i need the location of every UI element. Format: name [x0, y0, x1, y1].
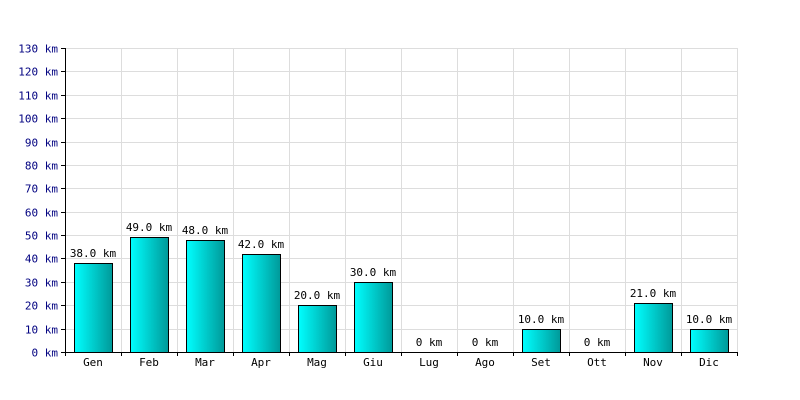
- x-tick-label-ott: Ott: [587, 356, 607, 369]
- axes: [65, 48, 738, 353]
- bar-apr: [242, 254, 281, 353]
- x-tick-label-nov: Nov: [643, 356, 663, 369]
- data-label-ago: 0 km: [472, 336, 499, 349]
- y-tick-label: 120 km: [18, 66, 58, 79]
- data-label-mag: 20.0 km: [294, 289, 341, 302]
- data-label-feb: 49.0 km: [126, 221, 173, 234]
- bar-set: [522, 329, 561, 353]
- y-tick-label: 130 km: [18, 43, 58, 56]
- y-tick-label: 40 km: [25, 253, 58, 266]
- y-tick-label: 70 km: [25, 183, 58, 196]
- x-tick-label-set: Set: [531, 356, 551, 369]
- bar-giu: [354, 282, 393, 353]
- data-label-set: 10.0 km: [518, 313, 565, 326]
- y-tick-label: 110 km: [18, 90, 58, 103]
- bar-dic: [690, 329, 729, 353]
- data-label-ott: 0 km: [584, 336, 611, 349]
- data-label-apr: 42.0 km: [238, 238, 285, 251]
- x-tick-label-mar: Mar: [195, 356, 215, 369]
- x-tick-label-mag: Mag: [307, 356, 327, 369]
- y-tick-label: 100 km: [18, 113, 58, 126]
- y-tick-label: 60 km: [25, 207, 58, 220]
- bar-feb: [130, 237, 169, 353]
- x-tick-label-giu: Giu: [363, 356, 383, 369]
- data-label-gen: 38.0 km: [70, 247, 117, 260]
- x-tick-label-dic: Dic: [699, 356, 719, 369]
- data-label-giu: 30.0 km: [350, 266, 397, 279]
- x-tick-label-gen: Gen: [83, 356, 103, 369]
- y-tick-label: 80 km: [25, 160, 58, 173]
- bar-mag: [298, 305, 337, 353]
- data-label-lug: 0 km: [416, 336, 443, 349]
- x-axis-ticks: Gen Feb Mar Apr Mag Giu Lug Ago Set Ott Nov Dic: [65, 352, 738, 369]
- y-tick-label: 30 km: [25, 277, 58, 290]
- data-label-nov: 21.0 km: [630, 287, 677, 300]
- y-tick-label: 20 km: [25, 300, 58, 313]
- y-axis-ticks: 0 km 10 km 20 km 30 km 40 km 50 km 60 km 70 km 8…: [18, 43, 65, 360]
- x-tick-label-ago: Ago: [475, 356, 495, 369]
- bars: [74, 237, 729, 353]
- bar-nov: [634, 303, 673, 353]
- y-tick-label: 50 km: [25, 230, 58, 243]
- x-tick-label-feb: Feb: [139, 356, 159, 369]
- x-tick-label-apr: Apr: [251, 356, 271, 369]
- grid: [65, 48, 738, 353]
- y-tick-label: 90 km: [25, 137, 58, 150]
- bar-mar: [186, 240, 225, 353]
- data-labels: 38.0 km 49.0 km 48.0 km 42.0 km 20.0 km 30.0 …: [70, 221, 733, 349]
- bar-gen: [74, 263, 113, 353]
- y-tick-label: 10 km: [25, 324, 58, 337]
- data-label-dic: 10.0 km: [686, 313, 733, 326]
- data-label-mar: 48.0 km: [182, 224, 229, 237]
- y-tick-label: 0 km: [32, 347, 59, 360]
- x-tick-label-lug: Lug: [419, 356, 439, 369]
